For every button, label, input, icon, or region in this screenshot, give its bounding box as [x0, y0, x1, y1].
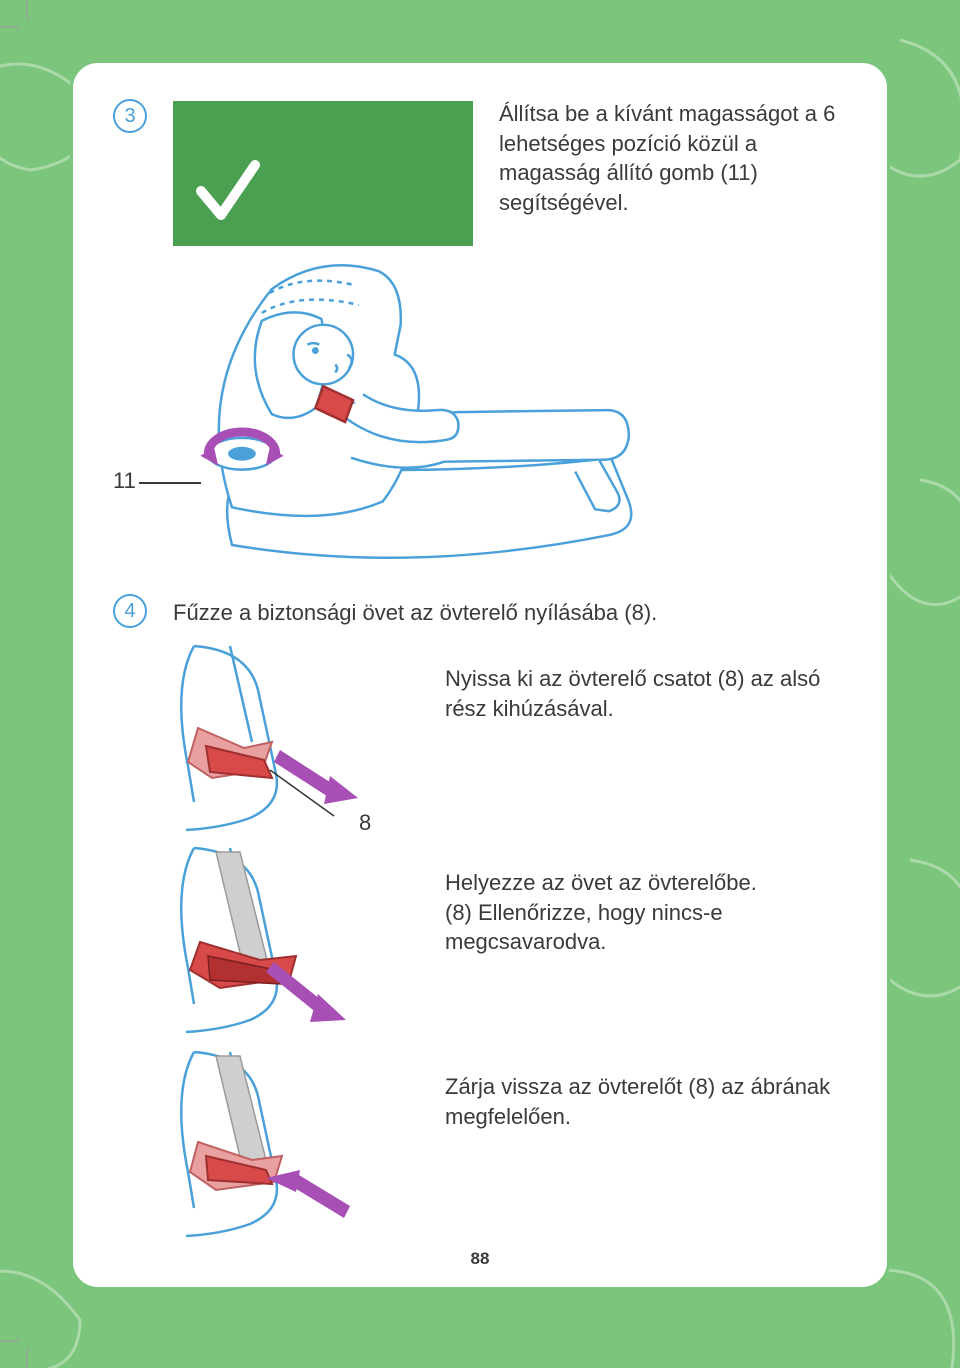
page-number: 88 [471, 1249, 490, 1269]
step4-substep-a: Nyissa ki az övterelő csatot (8) az alsó… [113, 642, 847, 832]
clip-close-illustration [158, 1050, 378, 1250]
step4-sub-a-text: Nyissa ki az övterelő csatot (8) az alsó… [413, 642, 847, 723]
clip-open-illustration [158, 642, 378, 832]
step-number-4: 4 [113, 594, 147, 628]
step4-substep-b: Helyezze az övet az övterelőbe. (8) Elle… [113, 846, 847, 1036]
step-3: 3 Állítsa be a kívánt magasságot a 6 leh… [113, 99, 847, 250]
step4-sub-c-text: Zárja vissza az övterelőt (8) az ábrának… [413, 1050, 847, 1131]
step3-text: Állítsa be a kívánt magasságot a 6 lehet… [499, 99, 847, 218]
step3-seat-illustration: 11 [113, 258, 847, 588]
step-4: 4 Fűzze a biztonsági övet az övterelő ny… [113, 594, 847, 628]
step4-sub-b-text: Helyezze az övet az övterelőbe. (8) Elle… [413, 846, 847, 957]
callout-label-11: 11 [113, 468, 136, 494]
step3-illustration-panel [173, 101, 473, 246]
step4-title: Fűzze a biztonsági övet az övterelő nyíl… [173, 594, 657, 628]
step-number-3: 3 [113, 99, 147, 133]
step4-sub-b-line2: (8) Ellenőrizze, hogy nincs-e megcsavaro… [445, 900, 723, 955]
step4-substep-c: Zárja vissza az övterelőt (8) az ábrának… [113, 1050, 847, 1250]
step4-sub-b-line1: Helyezze az övet az övterelőbe. [445, 870, 757, 895]
callout-label-8: 8 [359, 810, 371, 836]
callout-leader-11 [139, 482, 201, 484]
instruction-card: 3 Állítsa be a kívánt magasságot a 6 leh… [70, 60, 890, 1290]
clip-insert-illustration [158, 846, 378, 1036]
